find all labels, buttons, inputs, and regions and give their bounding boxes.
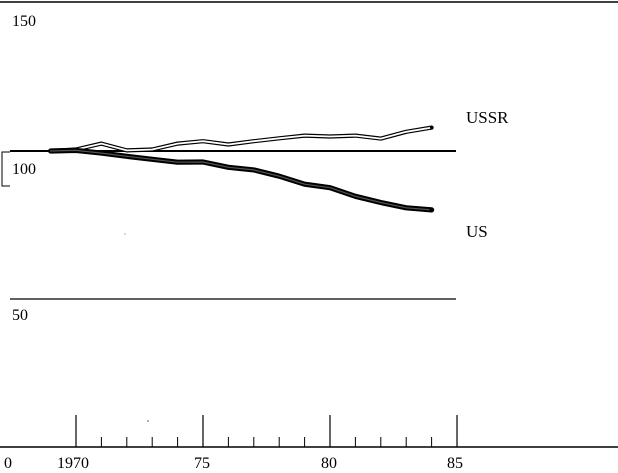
y-axis-labels: 150 100 50 xyxy=(12,13,36,324)
series-label-ussr: USSR xyxy=(466,108,509,127)
scan-specks xyxy=(124,233,149,422)
chart-frame xyxy=(0,1,618,448)
y-label-100: 100 xyxy=(12,161,36,178)
left-bracket xyxy=(1,151,10,187)
y-label-150: 150 xyxy=(12,13,36,30)
series-labels: USSR US xyxy=(466,108,509,241)
series-end-point-ussr xyxy=(430,126,434,130)
x-label-85: 85 xyxy=(447,455,463,472)
series-line-ussr-outline xyxy=(48,125,434,154)
x-axis-labels: 0 1970 75 80 85 xyxy=(4,455,463,472)
x-label-1970: 1970 xyxy=(57,455,89,472)
x-label-80: 80 xyxy=(321,455,337,472)
speck xyxy=(124,233,126,235)
x-axis-ticks xyxy=(75,415,458,447)
series-line-ussr xyxy=(49,126,433,152)
speck xyxy=(147,420,149,422)
series-line-us xyxy=(49,149,433,211)
series-label-us: US xyxy=(466,222,488,241)
y-label-50: 50 xyxy=(12,307,28,324)
series-lines xyxy=(47,125,435,213)
x-label-origin: 0 xyxy=(4,455,12,472)
x-label-75: 75 xyxy=(194,455,210,472)
series-end-point-us xyxy=(429,207,434,213)
